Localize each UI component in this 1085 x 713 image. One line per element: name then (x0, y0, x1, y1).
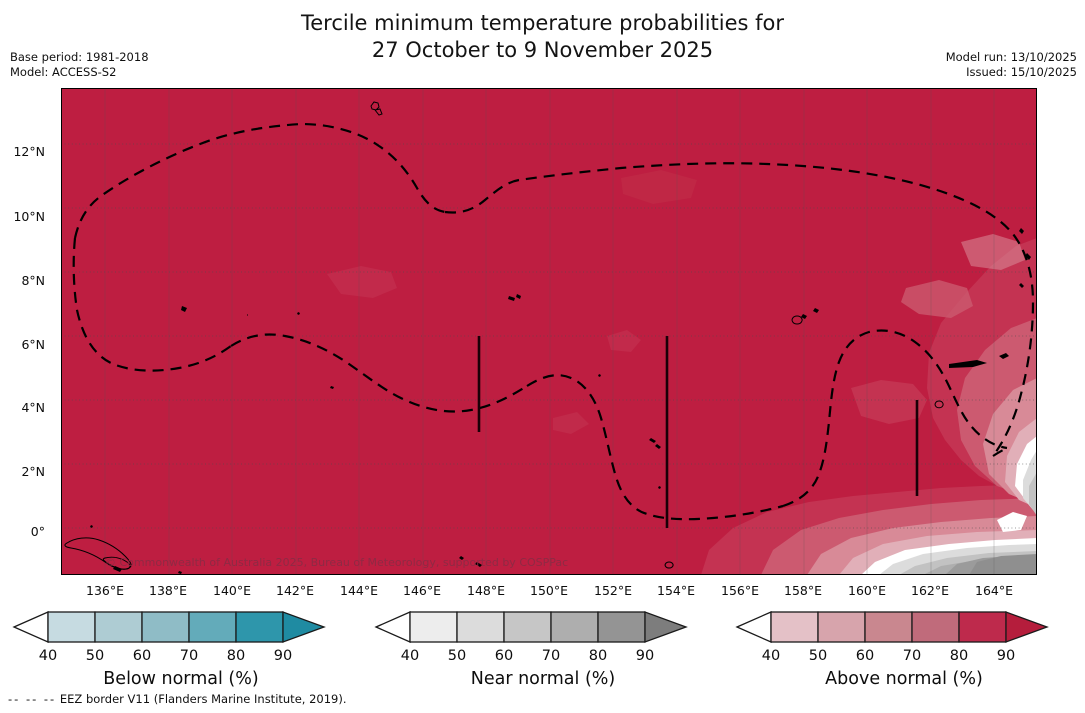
cb-above-tick-2: 60 (855, 648, 875, 664)
colorbar-below-swatches[interactable] (6, 607, 356, 647)
x-tick-9: 154°E (656, 583, 696, 598)
title-line-2: 27 October to 9 November 2025 (371, 38, 714, 62)
map-contours (61, 88, 1037, 575)
colorbar-near-title: Near normal (%) (470, 669, 616, 689)
cb-near-tick-2: 60 (494, 648, 514, 664)
y-tick-0: 12°N (13, 144, 45, 159)
cb-below-tick-3: 70 (179, 648, 199, 664)
colorbar-above-swatches[interactable] (729, 607, 1079, 647)
y-tick-1: 10°N (13, 209, 45, 224)
colorbar-below-ticks: 40 50 60 70 80 90 (6, 648, 356, 666)
cb-below-tick-2: 60 (132, 648, 152, 664)
cb-above-tick-5: 90 (996, 648, 1016, 664)
y-tick-3: 6°N (21, 337, 45, 352)
probability-map[interactable]: © Commonwealth of Australia 2025, Bureau… (61, 88, 1037, 575)
cb-above-tick-4: 80 (949, 648, 969, 664)
title-line-1: Tercile minimum temperature probabilitie… (300, 11, 785, 35)
latitude-gridlines (61, 143, 1037, 529)
eez-dash-icon: -- -- -- (8, 692, 57, 706)
eez-legend-label: EEZ border V11 (Flanders Marine Institut… (59, 692, 347, 706)
cb-near-tick-1: 50 (447, 648, 467, 664)
map-canvas[interactable]: © Commonwealth of Australia 2025, Bureau… (61, 88, 1037, 575)
transect-markers (477, 336, 919, 528)
eez-legend: -- -- -- EEZ border V11 (Flanders Marine… (8, 692, 347, 706)
cb-near-tick-0: 40 (400, 648, 420, 664)
y-tick-4: 4°N (21, 400, 45, 415)
colorbar-near-ticks: 40 50 60 70 80 90 (368, 648, 718, 666)
base-period-label: Base period: 1981-2018 (10, 50, 149, 64)
colorbar-below-normal[interactable]: 40 50 60 70 80 90 Below normal (%) (6, 607, 356, 689)
x-tick-8: 152°E (593, 583, 633, 598)
x-tick-14: 164°E (974, 583, 1014, 598)
cb-near-tick-3: 70 (541, 648, 561, 664)
cb-near-tick-4: 80 (588, 648, 608, 664)
cb-above-tick-0: 40 (761, 648, 781, 664)
y-tick-2: 8°N (21, 273, 45, 288)
header: Tercile minimum temperature probabilitie… (0, 0, 1085, 88)
x-tick-5: 146°E (402, 583, 442, 598)
y-tick-5: 2°N (21, 464, 45, 479)
colorbar-below-title: Below normal (%) (103, 669, 259, 689)
colorbar-near-normal[interactable]: 40 50 60 70 80 90 Near normal (%) (368, 607, 718, 689)
x-tick-7: 150°E (529, 583, 569, 598)
eez-border (72, 122, 1035, 521)
colorbar-above-title: Above normal (%) (825, 669, 983, 689)
colorbar-above-ticks: 40 50 60 70 80 90 (729, 648, 1079, 666)
cb-below-tick-1: 50 (85, 648, 105, 664)
metadata-left: Base period: 1981-2018 Model: ACCESS-S2 (10, 50, 149, 80)
colorbar-near-swatches[interactable] (368, 607, 718, 647)
x-tick-3: 142°E (275, 583, 315, 598)
model-label: Model: ACCESS-S2 (10, 65, 117, 79)
issued-label: Issued: 15/10/2025 (966, 65, 1077, 79)
colorbar-above-normal[interactable]: 40 50 60 70 80 90 Above normal (%) (729, 607, 1079, 689)
cb-above-tick-1: 50 (808, 648, 828, 664)
longitude-gridlines (104, 88, 995, 575)
coastline-features (64, 101, 1031, 575)
cb-below-tick-0: 40 (38, 648, 58, 664)
x-tick-11: 158°E (783, 583, 823, 598)
x-tick-4: 144°E (339, 583, 379, 598)
x-tick-2: 140°E (212, 583, 252, 598)
x-tick-0: 136°E (85, 583, 125, 598)
x-tick-1: 138°E (148, 583, 188, 598)
page-title: Tercile minimum temperature probabilitie… (0, 10, 1085, 64)
cb-below-tick-4: 80 (226, 648, 246, 664)
cb-near-tick-5: 90 (635, 648, 655, 664)
model-run-label: Model run: 13/10/2025 (945, 50, 1077, 64)
y-tick-6: 0° (30, 524, 45, 539)
cb-below-tick-5: 90 (273, 648, 293, 664)
copyright-notice: © Commonwealth of Australia 2025, Bureau… (105, 556, 569, 569)
x-tick-12: 160°E (847, 583, 887, 598)
x-tick-13: 162°E (910, 583, 950, 598)
x-tick-6: 148°E (466, 583, 506, 598)
x-tick-10: 156°E (720, 583, 760, 598)
cb-above-tick-3: 70 (902, 648, 922, 664)
metadata-right: Model run: 13/10/2025 Issued: 15/10/2025 (946, 50, 1077, 80)
